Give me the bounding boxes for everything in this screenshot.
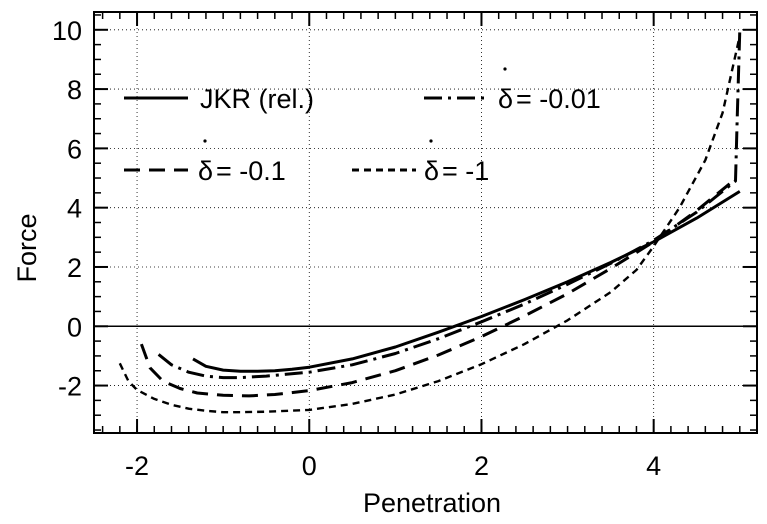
- legend-label: JKR (rel.): [200, 84, 314, 114]
- x-tick-label: 0: [302, 451, 317, 481]
- y-tick-label: 2: [67, 253, 82, 283]
- x-tick-label: 2: [474, 451, 489, 481]
- series-line-3: [139, 181, 733, 398]
- series-line-4: [118, 35, 741, 414]
- legend-label: = -1: [442, 156, 489, 186]
- legend-symbol-dot: [503, 67, 507, 71]
- y-tick-label: -2: [58, 372, 82, 402]
- x-tick-label: 4: [646, 451, 661, 481]
- legend-entry-4: δ = -1: [424, 139, 489, 186]
- tick-labels: -2 0 2 4 -2 0 2 4 6 8 10: [52, 16, 661, 481]
- x-tick-label: -2: [125, 451, 149, 481]
- x-axis-label: Penetration: [363, 488, 501, 518]
- y-tick-label: 4: [67, 194, 82, 224]
- series-line-2: [157, 29, 742, 380]
- legend-symbol: δ: [198, 156, 213, 186]
- legend-entry-2: δ = -0.01: [498, 67, 601, 114]
- plot-frame: [93, 11, 758, 434]
- y-tick-label: 10: [52, 16, 82, 46]
- legend-symbol-dot: [203, 139, 207, 143]
- legend-entry-1: JKR (rel.): [200, 84, 314, 114]
- y-tick-label: 0: [67, 312, 82, 342]
- legend-label: = -0.1: [216, 156, 286, 186]
- legend-symbol-dot: [429, 139, 433, 143]
- plot-border: [93, 11, 758, 434]
- y-axis-label: Force: [12, 213, 42, 282]
- legend-symbol: δ: [424, 156, 439, 186]
- grid: [94, 12, 757, 433]
- y-tick-label: 6: [67, 134, 82, 164]
- series-layer: [118, 29, 742, 414]
- legend-label: = -0.01: [516, 84, 601, 114]
- y-tick-label: 8: [67, 75, 82, 105]
- legend-symbol: δ: [498, 84, 513, 114]
- legend-entry-3: δ = -0.1: [198, 139, 286, 186]
- legend: JKR (rel.) δ = -0.01δ = -0.1 δ = -1: [124, 67, 601, 186]
